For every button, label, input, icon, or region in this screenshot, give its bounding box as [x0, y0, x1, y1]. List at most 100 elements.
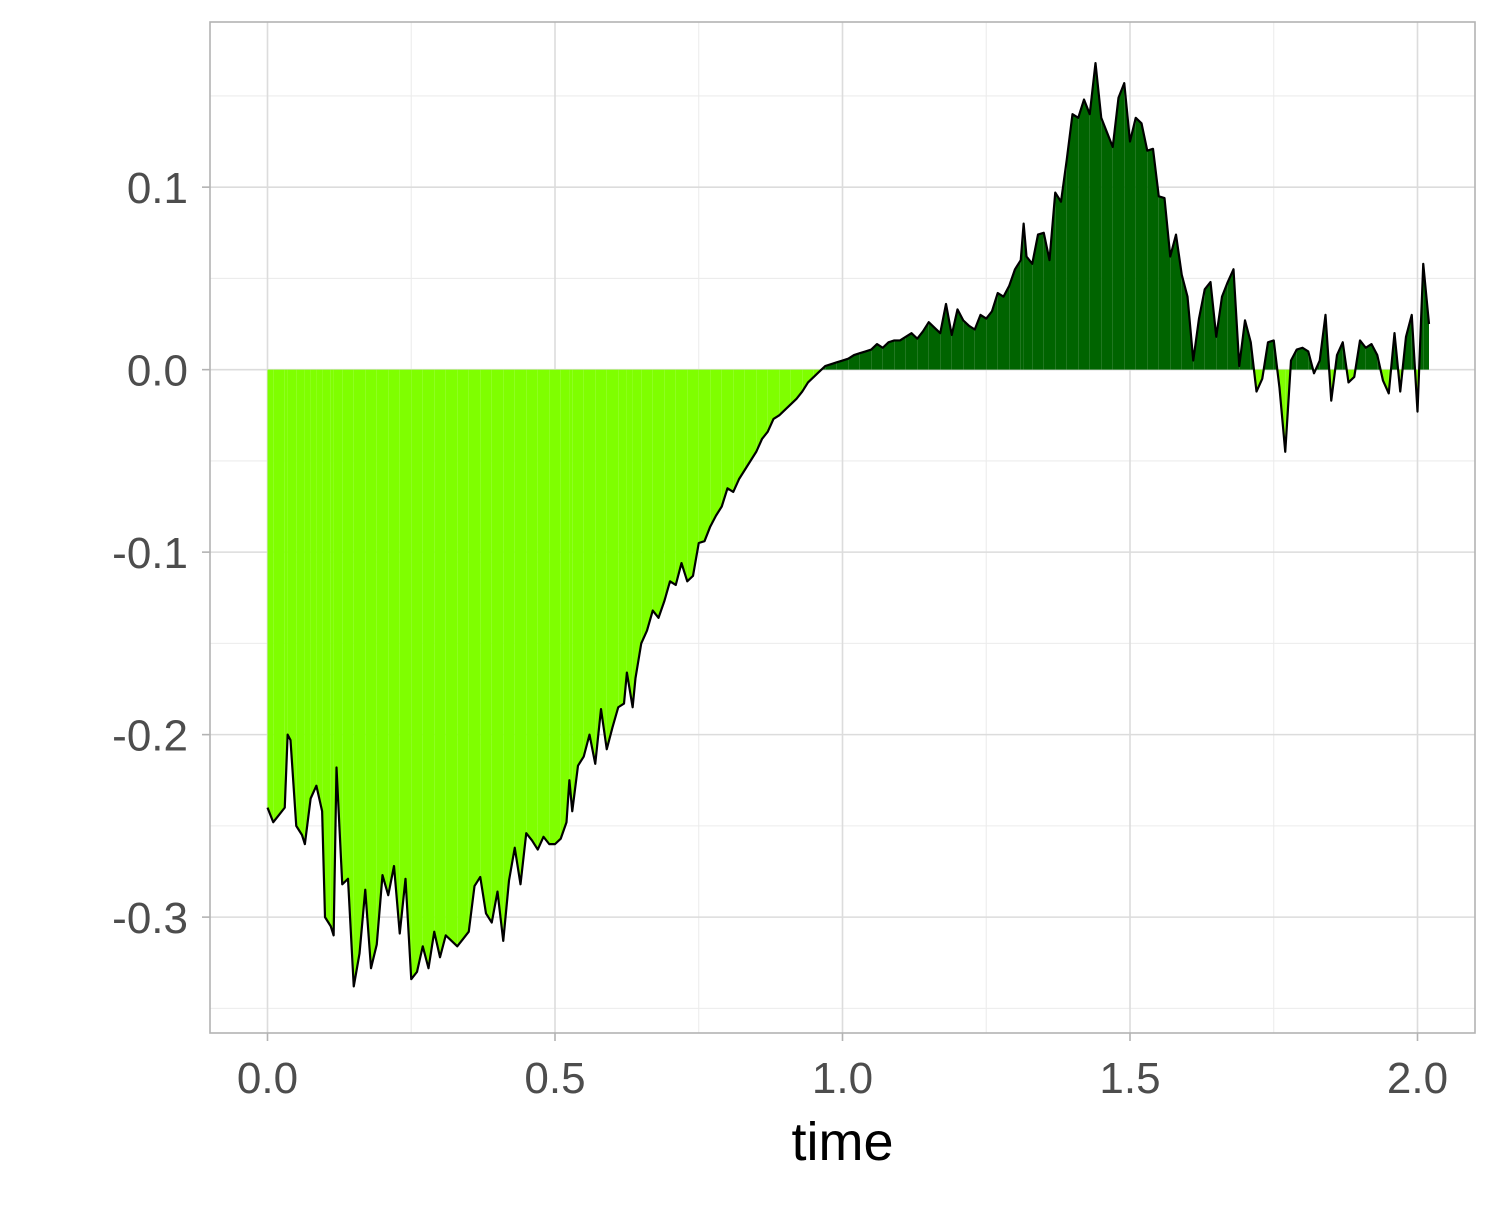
area-positive-segment [1302, 347, 1309, 370]
area-positive-segment [1107, 132, 1113, 370]
x-tick-label: 2.0 [1387, 1054, 1448, 1103]
x-tick-label: 1.5 [1099, 1054, 1160, 1103]
area-negative-segment [279, 369, 285, 815]
area-negative-segment [675, 369, 682, 585]
y-tick-label: -0.3 [112, 894, 188, 943]
area-positive-segment [854, 353, 860, 370]
area-negative-segment [273, 369, 279, 823]
area-negative-segment [359, 369, 366, 954]
area-negative-segment [762, 369, 768, 439]
area-positive-segment [1038, 232, 1044, 370]
area-negative-segment [606, 369, 613, 750]
area-negative-segment [739, 369, 745, 480]
area-positive-segment [1268, 340, 1274, 370]
area-negative-segment [1348, 369, 1355, 383]
area-negative-segment [612, 369, 619, 728]
area-positive-segment [894, 340, 900, 370]
area-positive-segment [1112, 97, 1119, 370]
area-negative-segment [802, 369, 808, 392]
area-negative-segment [583, 369, 590, 757]
area-positive-segment [1216, 296, 1222, 370]
area-negative-segment [336, 369, 343, 885]
area-positive-segment [1061, 159, 1067, 370]
area-positive-segment [1101, 117, 1107, 370]
series-line [266, 61, 1431, 988]
area-positive-segment [859, 351, 866, 370]
area-negative-segment [514, 369, 521, 885]
area-negative-segment [785, 369, 791, 410]
area-positive-segment [1147, 148, 1153, 370]
area-positive-segment [997, 292, 1004, 370]
series-line-path [266, 61, 1431, 988]
area-positive-segment [917, 331, 923, 370]
area-positive-segment [1130, 117, 1136, 370]
area-negative-segment [693, 369, 699, 576]
area-negative-segment [779, 369, 785, 416]
area-positive-segment [963, 320, 969, 370]
area-negative-segment [348, 369, 354, 987]
area-positive-segment [1124, 83, 1130, 370]
area-positive-segment [1009, 269, 1015, 370]
area-negative-segment [532, 369, 538, 850]
area-positive-segment [992, 292, 998, 370]
area-negative-segment [773, 369, 780, 419]
area-positive-segment [928, 322, 935, 370]
area-negative-segment [664, 369, 670, 602]
area-negative-segment [474, 369, 481, 887]
area-negative-segment [422, 369, 429, 969]
area-positive-segment [946, 303, 952, 370]
area-positive-segment [1227, 269, 1234, 370]
area-positive-segment [1199, 289, 1205, 370]
area-negative-segment [790, 369, 797, 405]
area-positive-segment [923, 322, 929, 370]
area-positive-segment [1072, 114, 1079, 370]
area-negative-segment [756, 369, 762, 452]
area-negative-segment [491, 369, 498, 923]
area-negative-segment [572, 369, 578, 812]
area-positive-segment [1406, 314, 1412, 370]
area-fills [267, 63, 1429, 987]
area-negative-segment [796, 369, 803, 399]
area-negative-segment [744, 369, 751, 471]
area-negative-segment [463, 369, 469, 940]
area-negative-segment [750, 369, 757, 461]
area-positive-segment [871, 344, 877, 370]
area-negative-segment [589, 369, 596, 764]
area-negative-segment [543, 369, 550, 845]
area-negative-segment [325, 369, 331, 927]
area-positive-segment [1032, 234, 1038, 370]
area-negative-segment [704, 369, 711, 542]
area-negative-segment [601, 369, 607, 750]
area-negative-segment [365, 369, 371, 969]
area-negative-segment [727, 369, 734, 492]
y-tick-label: -0.1 [112, 529, 188, 578]
area-positive-segment [1015, 260, 1021, 370]
area-negative-segment [445, 369, 452, 941]
area-negative-segment [497, 369, 504, 941]
area-positive-segment [940, 303, 946, 370]
area-negative-segment [388, 369, 394, 896]
y-tick-label: 0.1 [127, 164, 188, 213]
area-negative-segment [681, 369, 688, 582]
area-positive-segment [957, 309, 964, 370]
area-negative-segment [569, 369, 573, 812]
area-negative-segment [405, 369, 412, 980]
area-positive-segment [900, 336, 906, 370]
area-negative-segment [578, 369, 584, 766]
area-negative-segment [658, 369, 665, 618]
area-positive-segment [842, 358, 849, 370]
area-positive-segment [877, 344, 883, 370]
area-negative-segment [687, 369, 693, 582]
area-positive-segment [865, 349, 872, 370]
area-negative-segment [647, 369, 653, 631]
area-negative-segment [330, 369, 334, 936]
area-negative-segment [618, 369, 624, 708]
x-tick-label: 1.0 [812, 1054, 873, 1103]
area-negative-segment [635, 369, 642, 679]
area-negative-segment [486, 369, 492, 923]
area-positive-segment [1296, 347, 1303, 370]
area-positive-segment [1089, 63, 1096, 370]
area-negative-segment [670, 369, 676, 585]
area-negative-segment [353, 369, 360, 987]
